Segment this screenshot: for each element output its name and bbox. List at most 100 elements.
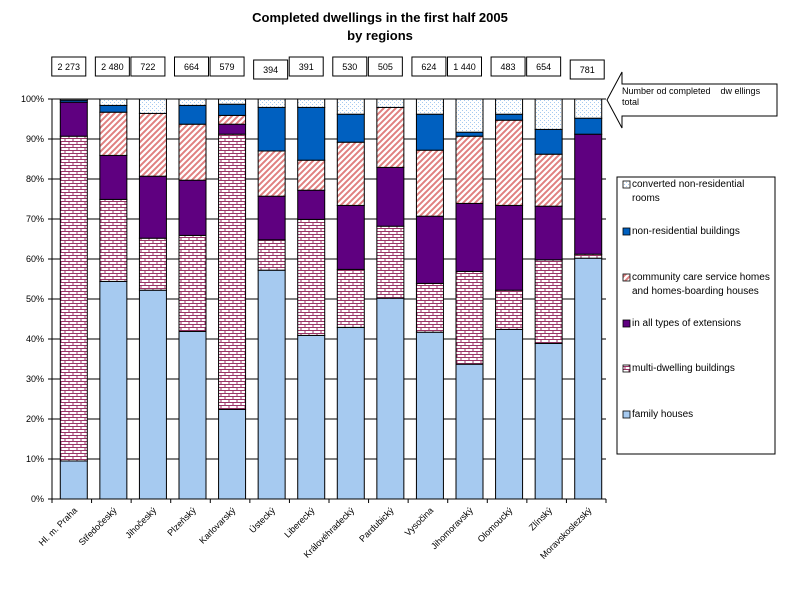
total-label: 722 — [130, 56, 166, 77]
bar-segment — [574, 253, 603, 259]
bar-segment — [455, 98, 484, 133]
bar-segment — [495, 328, 524, 500]
bar-segment — [336, 141, 365, 206]
bar-segment — [218, 408, 247, 500]
total-value: 579 — [220, 62, 235, 72]
total-label: 781 — [569, 59, 605, 80]
bar-segment — [99, 154, 128, 200]
chart-title: Completed dwellings in the first half 20… — [252, 10, 508, 25]
bar-segment — [336, 204, 365, 270]
legend-item: family houses — [622, 409, 694, 420]
x-tick-label: Zlínský — [527, 505, 555, 533]
legend-swatch — [622, 227, 631, 236]
x-tick-label: Olomoucký — [476, 505, 515, 544]
bar-segment — [257, 98, 286, 108]
total-value: 781 — [580, 65, 595, 75]
bar-segment — [376, 297, 405, 500]
bar-segment — [376, 98, 405, 108]
bar-segment — [138, 175, 167, 239]
total-value: 624 — [421, 62, 436, 72]
bar-segment — [257, 269, 286, 500]
bar-segment — [455, 363, 484, 500]
bar-segment — [336, 326, 365, 500]
bar-segment — [297, 98, 326, 108]
bar-segment — [99, 280, 128, 500]
legend: converted non-residential rooms non-resid… — [616, 176, 776, 455]
total-label: 624 — [411, 56, 447, 77]
x-tick-label: Hl. m. Praha — [37, 505, 79, 547]
bar-segment — [99, 111, 128, 156]
bar-segment — [178, 330, 207, 500]
bar-segment — [415, 149, 444, 217]
bar-segment — [138, 112, 167, 177]
bar-segment — [297, 159, 326, 191]
x-tick-label: Liberecký — [282, 505, 317, 540]
x-tick-label: Jihomoravský — [429, 505, 475, 551]
bar-segment — [59, 101, 88, 137]
legend-swatch — [622, 180, 631, 189]
legend-item: multi-dwelling buildings — [622, 363, 735, 374]
bar-segment — [415, 282, 444, 333]
total-value: 505 — [378, 62, 393, 72]
x-tick-label: Ústecký — [247, 505, 277, 535]
bar-segment — [59, 98, 88, 101]
legend-item: in all types of extensions — [622, 318, 741, 329]
total-value: 722 — [140, 62, 155, 72]
bar-segment — [376, 166, 405, 227]
totals-callout-text: Number od completed dw ellings total — [622, 86, 763, 107]
bar-segment — [455, 135, 484, 204]
totals-callout: Number od completed dw ellings total — [606, 71, 778, 129]
bar-segment — [218, 103, 247, 116]
x-tick-label: Pardubický — [357, 505, 396, 544]
total-label: 579 — [209, 56, 245, 77]
total-value: 2 480 — [101, 62, 124, 72]
total-label: 505 — [367, 56, 403, 77]
y-tick-label: 30% — [26, 374, 44, 384]
bar-segment — [257, 150, 286, 197]
y-tick-label: 100% — [21, 94, 44, 104]
total-value: 1 440 — [453, 62, 476, 72]
total-label: 391 — [288, 56, 324, 77]
legend-label: community care service homes and homes-b… — [632, 272, 770, 297]
legend-label: non-residential buildings — [632, 226, 740, 237]
bar-segment — [297, 189, 326, 220]
y-tick-label: 90% — [26, 134, 44, 144]
legend-swatch — [622, 273, 631, 282]
bar-segment — [455, 202, 484, 272]
bar-segment — [534, 342, 563, 500]
total-label: 483 — [490, 56, 526, 77]
bar-segment — [415, 113, 444, 151]
bar-segment — [178, 179, 207, 236]
bar-segment — [415, 215, 444, 284]
bar-segment — [336, 113, 365, 143]
bar-segment — [297, 106, 326, 161]
bar-segment — [59, 135, 88, 462]
legend-item: community care service homes and homes-b… — [622, 272, 770, 297]
bar-segment — [376, 106, 405, 168]
y-tick-label: 40% — [26, 334, 44, 344]
total-label: 394 — [253, 59, 289, 80]
bar-segment — [218, 123, 247, 135]
y-tick-label: 60% — [26, 254, 44, 264]
x-tick-label: Karlovarský — [197, 505, 238, 546]
total-value: 2 273 — [58, 62, 81, 72]
total-label: 654 — [526, 56, 562, 77]
bar-segment — [257, 195, 286, 241]
bar-segment — [99, 198, 128, 282]
y-tick-label: 70% — [26, 214, 44, 224]
bar-segment — [574, 117, 603, 135]
bar-segment — [59, 460, 88, 500]
legend-label: family houses — [632, 409, 694, 420]
legend-label: in all types of extensions — [632, 318, 741, 329]
bar-segment — [218, 133, 247, 410]
bar-segment — [257, 106, 286, 152]
legend-item: non-residential buildings — [622, 226, 740, 237]
y-tick-label: 0% — [31, 494, 44, 504]
bar-segment — [495, 204, 524, 291]
bar-segment — [297, 334, 326, 500]
total-value: 654 — [536, 62, 551, 72]
bar-segment — [376, 225, 405, 299]
total-value: 530 — [342, 62, 357, 72]
x-tick-label: Vysočina — [403, 505, 436, 538]
